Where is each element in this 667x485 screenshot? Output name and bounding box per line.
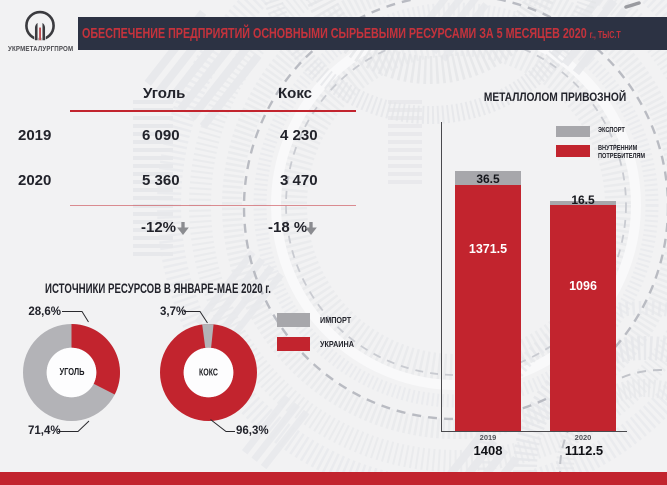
svg-text:КОКС: КОКС	[199, 368, 218, 379]
svg-text:УГОЛЬ: УГОЛЬ	[60, 367, 85, 378]
